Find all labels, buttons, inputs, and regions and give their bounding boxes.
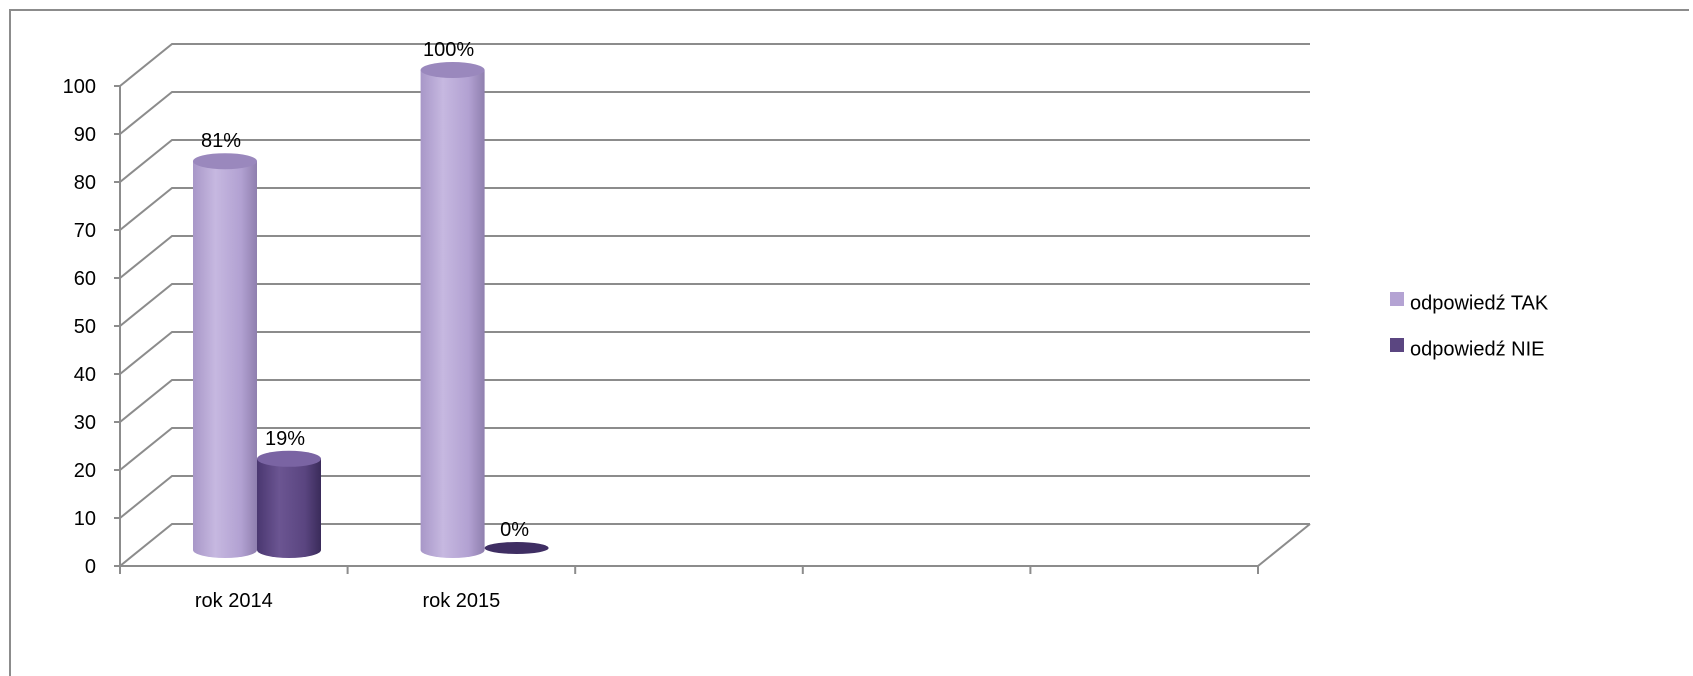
y-tick-label: 90 [74, 124, 96, 146]
gridline [119, 379, 1310, 423]
bar-top-cap [193, 153, 257, 170]
y-tick-label: 30 [74, 412, 96, 434]
bar-top-cap [257, 450, 321, 467]
gridline [119, 235, 1310, 279]
bar-odpowiedź TAK-rok 2015 [420, 70, 485, 558]
gridline [119, 187, 1310, 231]
gridlines [114, 43, 1311, 574]
y-tick-label: 100 [63, 76, 96, 98]
bars [193, 62, 549, 558]
data-label: 81% [201, 130, 241, 152]
data-label: 100% [423, 39, 474, 61]
y-tick-label: 50 [74, 316, 96, 338]
chart-frame [9, 9, 1689, 676]
bar-top-cap [420, 62, 485, 78]
data-labels: 81% 100% 19% 0% [201, 39, 529, 541]
y-tick-label: 60 [74, 268, 96, 290]
gridline [119, 43, 1310, 87]
y-tick-label: 10 [74, 508, 96, 530]
gridline [119, 523, 1310, 567]
legend: odpowiedź TAK odpowiedź NIE [1390, 292, 1549, 360]
legend-swatch [1390, 338, 1404, 352]
x-category-label: rok 2014 [195, 590, 273, 612]
y-tick-label: 40 [74, 364, 96, 386]
gridline [119, 331, 1310, 375]
y-tick-label: 80 [74, 172, 96, 194]
data-label: 0% [500, 519, 529, 541]
gridline [119, 139, 1310, 183]
legend-label: odpowiedź TAK [1410, 292, 1549, 314]
legend-label: odpowiedź NIE [1410, 338, 1545, 360]
gridline [119, 427, 1310, 471]
gridline [119, 475, 1310, 519]
x-axis-category-labels: rok 2014 rok 2015 [195, 590, 500, 612]
gridline [119, 283, 1310, 327]
data-label: 19% [265, 428, 305, 450]
legend-swatch [1390, 292, 1404, 306]
y-axis-tick-labels: 0 10 20 30 40 50 60 70 80 90 100 [63, 76, 96, 578]
bar-odpowiedź TAK-rok 2014 [193, 161, 257, 558]
gridline [119, 91, 1310, 135]
y-tick-label: 20 [74, 460, 96, 482]
x-category-label: rok 2015 [422, 590, 500, 612]
bar-odpowiedź NIE-rok 2015 [484, 542, 549, 554]
y-tick-label: 70 [74, 220, 96, 242]
bar-odpowiedź NIE-rok 2014 [257, 458, 321, 558]
y-tick-label: 0 [85, 556, 96, 578]
